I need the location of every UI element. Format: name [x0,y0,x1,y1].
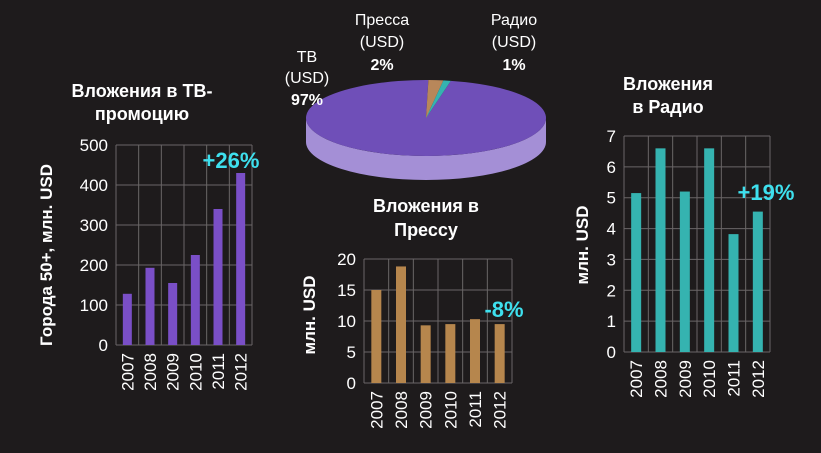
radio-chart-yticks: 0 1 2 3 4 5 6 7 [607,127,616,362]
radio-chart-title-line1: Вложения [623,74,713,94]
y-tick-label: 5 [347,343,356,362]
y-tick-label: 200 [80,256,108,275]
y-tick-label: 300 [80,216,108,235]
bar [396,266,406,383]
radio-chart-bars [631,148,763,352]
pie-slice-radio [426,80,451,118]
press-chart-yticks: 0 5 10 15 20 [337,250,356,393]
bar [728,234,739,352]
press-chart-bars [371,266,505,383]
x-tick-label: 2011 [209,353,228,390]
pie-slice-press [426,80,444,118]
bar [420,325,431,383]
x-tick-label: 2007 [627,360,646,398]
press-chart-ylabel: млн. USD [300,276,319,355]
y-tick-label: 15 [337,281,356,300]
radio-chart-xticks: 2007 2008 2009 2010 2011 2012 [627,360,768,398]
pie-label-radio-unit: (USD) [492,34,536,51]
tv-chart-title-line1: Вложения в ТВ- [72,81,213,101]
bar [655,148,666,352]
pie-label-tv-name: ТВ [297,49,317,66]
radio-chart-growth-label: +19% [738,180,795,205]
bar [631,193,642,352]
bar [494,324,505,383]
radio-chart-ylabel: млн. USD [573,206,592,285]
y-tick-label: 1 [607,312,616,331]
tv-chart-yticks: 0 100 200 300 400 500 [80,136,108,355]
press-chart-grid [363,258,513,384]
pie-label-tv-unit: (USD) [285,70,329,87]
pie-label-radio-pct: 1% [502,57,525,74]
tv-chart-title-line2: промоцию [95,104,189,124]
x-tick-label: 2007 [367,391,386,429]
radio-chart-title-line2: в Радио [632,97,703,117]
y-tick-label: 5 [607,189,616,208]
press-chart-growth-label: -8% [484,297,523,322]
tv-chart-bars [122,173,246,345]
x-tick-label: 2011 [466,391,485,428]
bar [371,290,382,383]
x-tick-label: 2010 [700,360,719,398]
x-tick-label: 2012 [232,353,251,391]
y-tick-label: 6 [607,158,616,177]
press-bar-chart: Вложения в Прессу млн. USD 0 5 10 15 20 2007… [300,196,524,429]
radio-chart-grid [623,135,771,353]
x-tick-label: 2007 [118,353,137,391]
pie-label-press-unit: (USD) [360,34,404,51]
bar [168,283,178,345]
y-tick-label: 100 [80,296,108,315]
pie-label-press-name: Пресса [355,12,409,29]
y-tick-label: 3 [607,250,616,269]
bar [704,148,715,352]
pie-label-tv-pct: 97% [291,92,323,109]
y-tick-label: 500 [80,136,108,155]
x-tick-label: 2009 [417,391,436,429]
tv-bar-chart: Вложения в ТВ- промоцию Города 50+, млн.… [37,81,259,391]
tv-chart-ylabel: Города 50+, млн. USD [37,164,56,346]
x-tick-label: 2009 [676,360,695,398]
pie-tv-side [306,118,546,180]
y-tick-label: 10 [337,312,356,331]
y-tick-label: 4 [607,220,616,239]
bar [213,209,223,345]
pie-chart: ТВ (USD) 97% Пресса (USD) 2% Радио (USD)… [285,12,546,180]
bar [445,324,456,383]
pie-slice-tv [305,79,546,156]
pie-label-press-pct: 2% [370,57,393,74]
press-chart-title-line1: Вложения в [373,196,479,216]
tv-chart-growth-label: +26% [203,148,260,173]
x-tick-label: 2012 [491,391,510,429]
y-tick-label: 400 [80,176,108,195]
y-tick-label: 0 [99,336,108,355]
bar [190,255,200,345]
press-chart-xticks: 2007 2008 2009 2010 2011 2012 [367,391,509,429]
x-tick-label: 2008 [141,353,160,391]
bar [679,191,690,352]
x-tick-label: 2010 [186,353,205,391]
x-tick-label: 2012 [749,360,768,398]
x-tick-label: 2010 [441,391,460,429]
y-tick-label: 2 [607,281,616,300]
bar [145,267,155,345]
bar [236,173,246,345]
y-tick-label: 7 [607,127,616,146]
bar [470,319,480,383]
x-tick-label: 2008 [392,391,411,429]
x-tick-label: 2009 [164,353,183,391]
y-tick-label: 20 [337,250,356,269]
x-tick-label: 2008 [652,360,671,398]
y-tick-label: 0 [347,374,356,393]
pie-label-radio-name: Радио [491,12,537,29]
bar [752,211,763,352]
y-tick-label: 0 [607,343,616,362]
tv-chart-xticks: 2007 2008 2009 2010 2011 2012 [118,353,250,391]
tv-chart-grid [115,144,253,346]
bar [122,293,132,345]
press-chart-title-line2: Прессу [394,220,458,240]
x-tick-label: 2011 [725,360,744,397]
